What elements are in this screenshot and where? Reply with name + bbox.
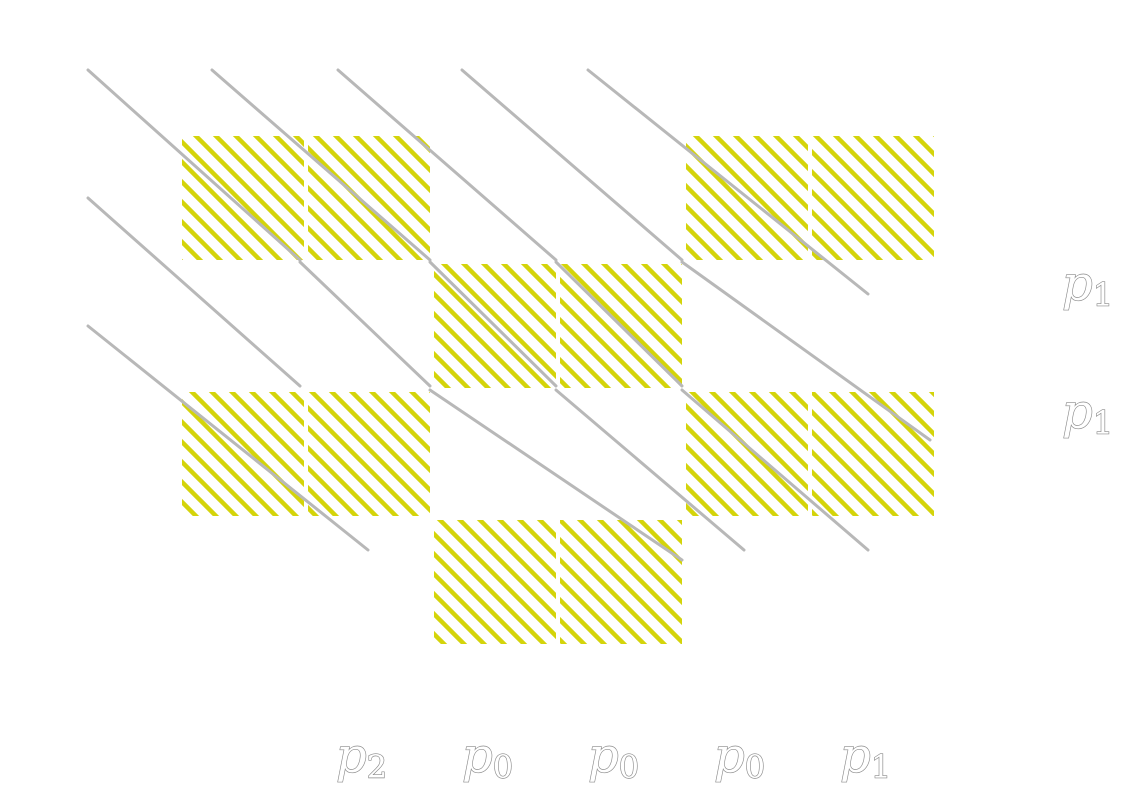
right-label: p1 [1062, 384, 1113, 442]
diagonal-line [554, 388, 746, 552]
bottom-label: p0 [714, 728, 765, 786]
diagonal-line [86, 196, 302, 388]
bottom-labels: p2 p0 p0 p0 p1 [335, 727, 891, 786]
label-subscript: 1 [1093, 404, 1113, 442]
diagonal-line [210, 68, 432, 262]
right-label: p1 [1062, 256, 1113, 314]
diagonal-line [554, 260, 684, 388]
label-name: p [588, 728, 619, 784]
label-name: p [462, 728, 493, 784]
label-subscript: 0 [619, 748, 639, 786]
diagonal-line [86, 324, 370, 552]
bottom-label: p2 [336, 728, 387, 786]
diagonal-line [428, 388, 684, 562]
hatched-cell [182, 136, 304, 260]
label-subscript: 1 [1093, 276, 1113, 314]
diagonal-lines [86, 68, 932, 562]
label-name: p [1062, 256, 1093, 312]
diagonal-line [680, 260, 932, 442]
bottom-label: p1 [840, 728, 891, 786]
label-subscript: 0 [745, 748, 765, 786]
hatched-cell [308, 136, 430, 260]
diagonal-line [460, 68, 684, 262]
diagonal-line [680, 388, 870, 552]
label-subscript: 2 [367, 748, 387, 786]
label-subscript: 1 [871, 748, 891, 786]
label-name: p [336, 728, 367, 784]
bottom-label: p0 [588, 728, 639, 786]
diagonal-line [86, 68, 302, 262]
label-subscript: 0 [493, 748, 513, 786]
hatched-cell [812, 392, 934, 516]
label-name: p [714, 728, 745, 784]
hatched-cell [560, 520, 682, 644]
hatched-cell [308, 392, 430, 516]
hatched-cell [434, 520, 556, 644]
diagonal-line [298, 260, 432, 388]
hatched-cell [812, 136, 934, 260]
diagonal-line [336, 68, 558, 262]
label-name: p [840, 728, 871, 784]
bottom-label: p0 [462, 728, 513, 786]
hatched-cell [182, 392, 304, 516]
diagonal-line [428, 260, 558, 388]
diagonal-line [586, 68, 870, 296]
label-name: p [1062, 384, 1093, 440]
